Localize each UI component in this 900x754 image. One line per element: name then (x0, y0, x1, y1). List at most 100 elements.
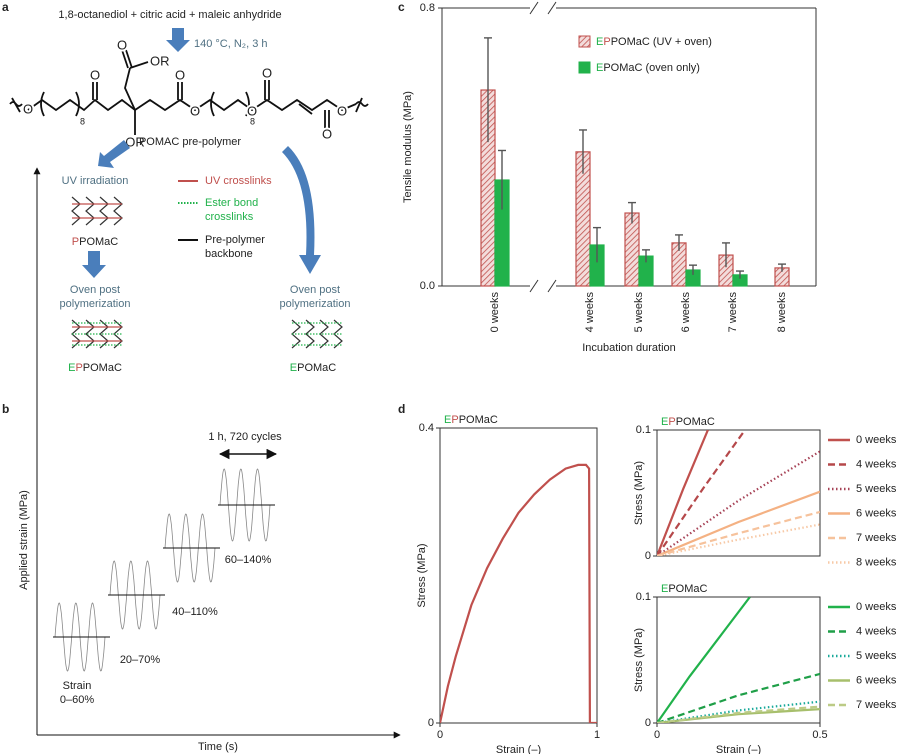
x-tick-label: 8 weeks (776, 292, 788, 333)
bar (624, 212, 640, 287)
text-part: E (68, 362, 75, 374)
legend-label: 4 weeks (856, 625, 897, 637)
text-part: E (596, 36, 603, 48)
x-tick-label: 7 weeks (727, 292, 739, 333)
text-part: E (444, 414, 451, 426)
line (657, 450, 820, 556)
arrow (82, 251, 106, 278)
arrow (166, 28, 190, 52)
product-label: EPOMaC (290, 362, 337, 374)
product-label: EPPOMaC (68, 362, 122, 374)
legend-label: 7 weeks (856, 532, 897, 544)
axis-break (529, 1, 539, 15)
text-part: POMaC (UV + oven) (611, 36, 712, 48)
y-tick-label: 0 (645, 717, 651, 729)
y-tick-label: 0.1 (636, 424, 651, 436)
network-icon (71, 196, 343, 349)
text-part: E (290, 362, 297, 374)
y-tick-label: 0 (428, 717, 434, 729)
legend-label: 5 weeks (856, 650, 897, 662)
y-tick-label: 0 (645, 550, 651, 562)
line (657, 490, 820, 556)
atom: O (322, 126, 332, 141)
legend-label: 0 weeks (856, 601, 897, 613)
x-axis-label: Strain (–) (496, 744, 541, 754)
step-label: 0–60% (60, 694, 94, 706)
y-axis-label: Stress (MPa) (416, 543, 428, 607)
step-label: polymerization (280, 298, 351, 310)
legend-label: 0 weeks (856, 434, 897, 446)
text-part: POMaC (297, 362, 336, 374)
wavy-bond (9, 97, 23, 113)
axis-break (547, 279, 557, 293)
panel-label: d (398, 402, 405, 416)
x-tick-label: 0 (654, 729, 660, 741)
conditions: 140 °C, N₂, 3 h (194, 38, 267, 50)
x-axis-label: Strain (–) (716, 744, 761, 754)
y-axis-label: Applied strain (MPa) (18, 490, 30, 590)
x-tick-label: 0 (437, 729, 443, 741)
prepolymer-label: POMAC pre-polymer (139, 136, 241, 148)
legend-label: 6 weeks (856, 507, 897, 519)
y-tick-label: 0.8 (420, 2, 435, 14)
frame (656, 429, 821, 557)
backbone (27, 98, 357, 112)
chart-title: EPPOMaC (661, 416, 715, 428)
atom: O (190, 103, 200, 118)
repeat-count: 8 (80, 116, 85, 126)
step-label: 60–140% (225, 554, 272, 566)
legend-swatch (578, 61, 591, 74)
text-part: P (451, 414, 458, 426)
x-tick-label: 0 weeks (489, 292, 501, 333)
legend-label: 6 weeks (856, 674, 897, 686)
line (657, 430, 709, 556)
legend-label: Pre-polymer (205, 234, 265, 246)
panel-label: b (2, 402, 9, 416)
legend-label: crosslinks (205, 211, 254, 223)
panel-label: a (2, 0, 9, 14)
step-label: Oven post (290, 284, 340, 296)
axis-break (529, 279, 539, 293)
atom: O (23, 101, 33, 116)
legend-swatch (578, 35, 591, 48)
atom: O (262, 65, 272, 80)
legend-label: backbone (205, 248, 253, 260)
panel-b: 1 h, 720 cycles Applied strain (MPa) Tim… (18, 167, 401, 753)
y-axis-label: Tensile modulus (MPa) (402, 91, 414, 203)
x-axis-label: Incubation duration (582, 342, 676, 354)
y-tick-label: 0.1 (636, 591, 651, 603)
text-part: POMaC (668, 583, 707, 595)
legend-label: UV crosslinks (205, 175, 272, 187)
step-label: UV irradiation (62, 175, 129, 187)
line (440, 463, 597, 723)
atom: O (90, 67, 100, 82)
text-part: E (661, 583, 668, 595)
line (657, 672, 820, 723)
text-part: P (72, 236, 79, 248)
text-part: POMaC (oven only) (603, 62, 700, 74)
chart-title: EPPOMaC (444, 414, 498, 426)
atom: O (337, 103, 347, 118)
atom: O (175, 67, 185, 82)
panel-a: 1,8-octanediol + citric acid + maleic an… (9, 9, 369, 374)
legend-label: EPPOMaC (UV + oven) (596, 36, 712, 48)
y-axis-label: Stress (MPa) (633, 461, 645, 525)
legend-label: 4 weeks (856, 458, 897, 470)
text-part: P (75, 362, 82, 374)
x-tick-label: 5 weeks (633, 292, 645, 333)
text-part: E (661, 416, 668, 428)
line (657, 700, 820, 723)
x-tick-label: 6 weeks (680, 292, 692, 333)
arrow (98, 140, 130, 168)
x-tick-label: 4 weeks (584, 292, 596, 333)
axis-break (547, 1, 557, 15)
x-tick-label: 1 (594, 729, 600, 741)
step-label: polymerization (60, 298, 131, 310)
text-part: POMaC (459, 414, 498, 426)
line (657, 430, 746, 556)
line (657, 510, 820, 556)
text-part: POMaC (83, 362, 122, 374)
atom: O (117, 37, 127, 52)
panel-label: c (398, 0, 405, 14)
